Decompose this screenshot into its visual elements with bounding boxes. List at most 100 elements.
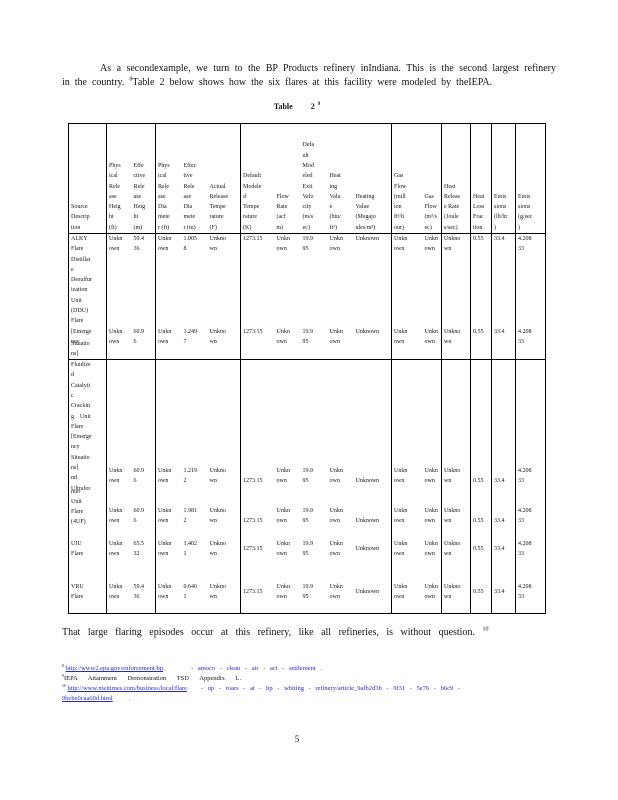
table-cell: Unkn own bbox=[274, 359, 301, 487]
table-cell: Unkno wn bbox=[207, 526, 241, 572]
table-cell: Unkn own bbox=[329, 540, 343, 558]
intro-paragraph: As a secondexample, we turn to the BP Pr… bbox=[62, 62, 556, 89]
footnote-8-text: - amoco - clean - air - act - settlement… bbox=[191, 665, 322, 673]
table-cell: Unkno wn bbox=[441, 359, 471, 487]
table-cell: 0.55 bbox=[470, 486, 492, 527]
table-cell: 1273.15 bbox=[243, 589, 263, 596]
table-cell: Unkn own bbox=[422, 571, 442, 614]
column-header: Gas Flow (mill ion ft³/h our) bbox=[391, 123, 423, 234]
table-cell: 33.4 bbox=[491, 526, 516, 572]
table-cell: Unkn own bbox=[155, 359, 182, 487]
table-cell: Unkn own bbox=[329, 236, 343, 253]
page-number: 5 bbox=[294, 734, 300, 745]
column-header: Phys ical Rele ase Dia mete r (ft) bbox=[155, 123, 182, 234]
table-cell: Unkn own bbox=[158, 236, 172, 253]
table-cell: Unkn own bbox=[394, 540, 408, 558]
table-cell: Unkn own bbox=[109, 540, 123, 558]
table-cell: Unkno wn bbox=[207, 326, 241, 360]
table-body: ALKY Flare Distillat e Desulfur ization … bbox=[68, 233, 546, 614]
table-cell: Unkn own bbox=[109, 584, 123, 601]
footnote-10-line2: 9bcbe0caa60d.html. bbox=[62, 694, 562, 704]
table-title: Table 2 9 bbox=[62, 102, 532, 111]
table-cell: 19.9 95 bbox=[302, 328, 314, 345]
table-cell: Unkn own bbox=[158, 540, 172, 558]
table-cell: Unkn own bbox=[422, 233, 442, 327]
column-header: Emis sions (lb/hr ) bbox=[491, 123, 516, 234]
table-cell: Unkn own bbox=[276, 508, 290, 525]
table-cell: Unkno wn bbox=[441, 571, 471, 614]
table-row: Fluidize d Catalyti c Crackin g Unit Fla… bbox=[68, 359, 546, 492]
table-title-label: Table bbox=[273, 102, 293, 111]
table-cell: 19.9 95 bbox=[302, 540, 314, 558]
table-cell: 19.9 95 bbox=[302, 508, 314, 525]
table-cell: 1273.15 bbox=[243, 545, 263, 552]
column-header: Default Modele d Tempe rature (K) bbox=[240, 123, 275, 234]
table-cell: Unkn own bbox=[394, 508, 408, 525]
table-cell: 1273.15 bbox=[243, 236, 263, 242]
table-cell: 19.9 95 bbox=[300, 359, 328, 487]
table-cell: 0.55 bbox=[470, 233, 492, 327]
table-cell: Unkn own bbox=[158, 584, 172, 601]
table-cell: Unkn own bbox=[394, 584, 408, 601]
table-cell: 33.4 bbox=[491, 571, 516, 614]
table-cell: 0.55 bbox=[470, 359, 492, 487]
nwitimes-article-link-line2[interactable]: 9bcbe0caa60d.html bbox=[62, 695, 113, 703]
table-cell: 60.9 6 bbox=[131, 359, 156, 487]
closing-text: That large flaring episodes occur at thi… bbox=[62, 627, 475, 639]
footnote-ref-8: 8 bbox=[129, 76, 133, 83]
source-description-cell: Fluidize d Catalyti c Crackin g Unit Fla… bbox=[68, 359, 107, 492]
table-cell: Unkn own bbox=[422, 526, 442, 572]
table-cell: 0.55 bbox=[470, 571, 492, 614]
table-cell: Unkn own bbox=[391, 359, 423, 487]
column-header: Heating Value (Megajo ules/m³) bbox=[353, 123, 392, 234]
table-cell: Unkn own bbox=[329, 328, 343, 345]
table-cell: 4.208 33 bbox=[518, 328, 532, 345]
table-cell: 4.208 33 bbox=[518, 540, 532, 558]
table-cell: 0.55 bbox=[470, 526, 492, 572]
table-cell: 1273.15 bbox=[243, 518, 263, 525]
table-cell: Unkno wn bbox=[207, 571, 241, 614]
column-header: Defa ult Mod eled Exit Velo city (m/s ec… bbox=[300, 123, 328, 234]
table-cell: 33.4 bbox=[491, 486, 516, 527]
table-cell: Unkno wn bbox=[441, 526, 471, 572]
footnote-ref-9: 9 bbox=[317, 102, 321, 108]
footnote-8: 8 http://www2.epa.gov/enforcement/bp - am… bbox=[62, 664, 562, 674]
column-header: Heat Releas e Rate (Joule s/sec) bbox=[441, 123, 471, 234]
table-cell: 60.9 6 bbox=[131, 326, 156, 360]
flares-table: Source Descrip tion Phys ical Rele ase He… bbox=[68, 123, 546, 615]
nwitimes-article-link[interactable]: http://www.nwitimes.com/business/local/f… bbox=[67, 685, 187, 693]
table-cell: 0.640 1 bbox=[183, 584, 198, 601]
table-cell: 65.5 32 bbox=[131, 526, 156, 572]
footnote-9-text: IEPA Attainment Demonstration TSD Append… bbox=[63, 675, 242, 683]
intro-text-2: Table 2 below shows how the six flares a… bbox=[132, 76, 493, 88]
table-cell: 19.9 95 bbox=[302, 584, 314, 601]
table-row: Situatio ns] Unkn own 60.9 6 Unkn own 1.249 … bbox=[68, 326, 546, 360]
table-cell: 1273.15 bbox=[243, 328, 263, 335]
table-title-number: 2 bbox=[310, 102, 315, 111]
footnote-10-tail: . bbox=[128, 695, 131, 703]
table-cell: Unkn own bbox=[394, 236, 408, 253]
intro-text-1: As a secondexample, we turn to the BP Pr… bbox=[62, 63, 556, 88]
column-header: Effec tive Rele ase Dia mete r (m) bbox=[181, 123, 208, 234]
table-cell: Unkn own bbox=[422, 326, 442, 360]
table-cell: 60.9 6 bbox=[131, 486, 156, 527]
table-cell: 59.4 36 bbox=[131, 233, 156, 327]
source-description-cell: Situatio ns] bbox=[68, 326, 107, 360]
table-cell: Unknown bbox=[353, 326, 392, 360]
table-cell: Unkn own bbox=[109, 328, 123, 345]
footnote-10-text: - up - roars - at - bp - whiting - refin… bbox=[200, 685, 461, 693]
table-cell: Unkn own bbox=[422, 486, 442, 527]
table-cell: Unknown bbox=[353, 571, 392, 614]
epa-settlement-link[interactable]: http://www2.epa.gov/enforcement/bp bbox=[65, 665, 164, 673]
table-cell: Unkn own bbox=[158, 328, 172, 345]
table-cell: 4.208 33 bbox=[515, 359, 546, 487]
table-cell: Unknown bbox=[353, 486, 392, 527]
column-header: Emis sions (g/sec ) bbox=[515, 123, 546, 234]
source-description-cell: UIU Flare bbox=[68, 526, 107, 572]
footnote-8-marker: 8 bbox=[62, 663, 64, 668]
table-cell: 1273.15 bbox=[240, 359, 275, 487]
header-row: Source Descrip tion Phys ical Rele ase He… bbox=[68, 123, 546, 234]
